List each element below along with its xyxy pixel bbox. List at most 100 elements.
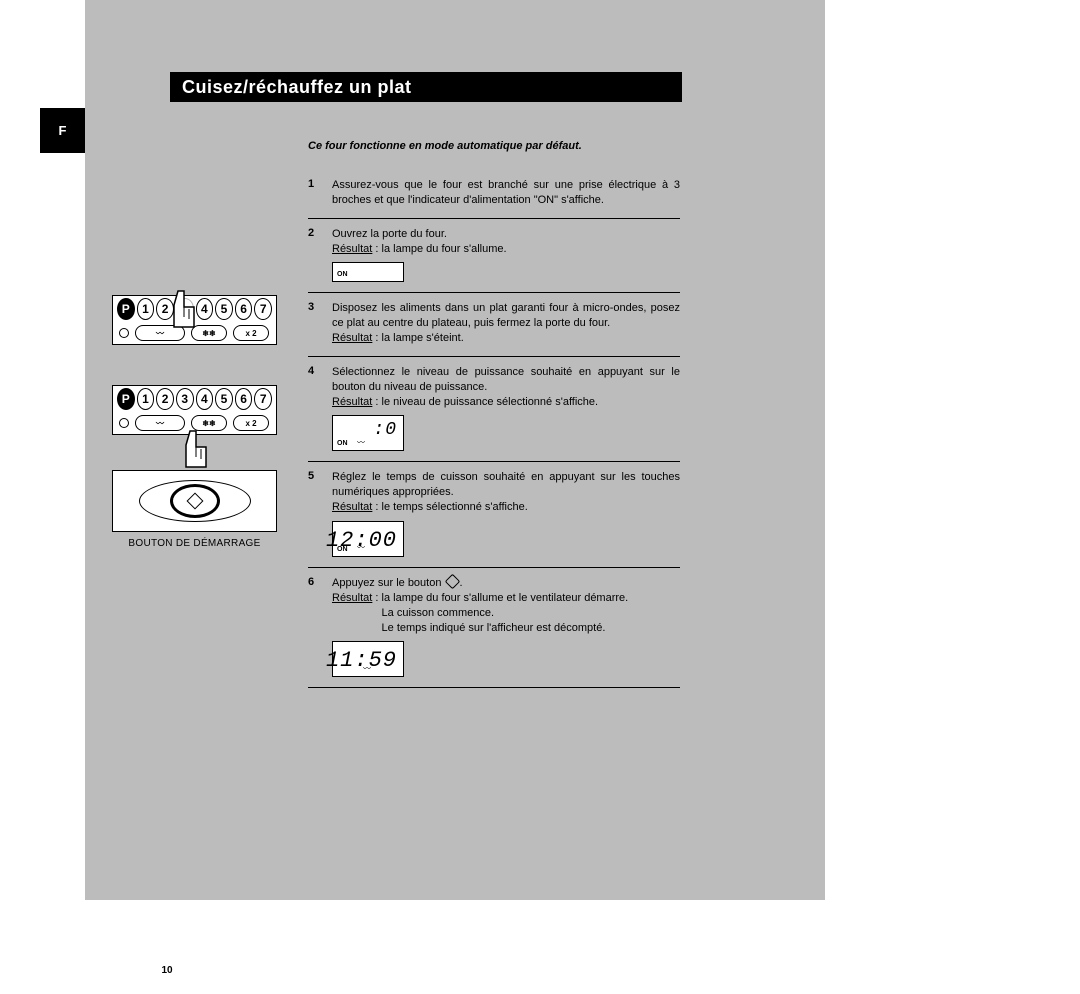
keypad-key: 6 (235, 298, 253, 320)
language-tab: F (40, 108, 85, 153)
keypad-illustration-1: P 1 2 4 5 6 7 〰 ❄❄ x 2 (112, 295, 277, 345)
defrost-pill: ❄❄ (191, 415, 227, 431)
keypad-row: P 1 2 3 4 5 6 7 (113, 386, 276, 412)
step-row: 6 Appuyez sur le bouton . Résultat : la … (308, 567, 680, 688)
keypad-key: 6 (235, 388, 253, 410)
step-text: Disposez les aliments dans un plat garan… (332, 302, 680, 329)
keypad-key: 5 (215, 298, 233, 320)
step-body: Réglez le temps de cuisson souhaité en a… (332, 470, 680, 557)
step-number: 2 (308, 227, 332, 283)
section-title: Cuisez/réchauffez un plat (182, 77, 412, 98)
key-label: 4 (201, 392, 208, 406)
key-label: 4 (201, 302, 208, 316)
oven-display-on: ON (332, 262, 404, 282)
step-row: 2 Ouvrez la porte du four. Résultat : la… (308, 218, 680, 293)
start-button-illustration: BOUTON DE DÉMARRAGE (112, 470, 277, 549)
indicator-dot (119, 418, 129, 428)
steps-list: 1 Assurez-vous que le four est branché s… (308, 170, 680, 688)
language-tab-label: F (59, 123, 67, 138)
result-text: la lampe du four s'allume. (382, 243, 507, 255)
result-line: la lampe du four s'allume et le ventilat… (382, 592, 629, 604)
keypad-subrow: 〰 ❄❄ x 2 (113, 322, 276, 344)
keypad-key: 7 (254, 388, 272, 410)
snow-icon: ❄❄ (202, 419, 215, 428)
keypad-key (176, 298, 194, 320)
result-text: le niveau de puissance sélectionné s'aff… (382, 396, 599, 408)
result-label: Résultat (332, 396, 372, 408)
result-text: la lampe s'éteint. (382, 332, 464, 344)
key-label: 2 (162, 302, 169, 316)
step-text-prefix: Appuyez sur le bouton (332, 577, 445, 589)
step-text: Assurez-vous que le four est branché sur… (332, 179, 680, 206)
step-text: Sélectionnez le niveau de puissance souh… (332, 366, 680, 393)
oven-display: 12:00 ON 〰 (332, 521, 404, 557)
step-text-suffix: . (460, 577, 463, 589)
keypad-key: 3 (176, 388, 194, 410)
key-label: 6 (240, 302, 247, 316)
step-row: 5 Réglez le temps de cuisson souhaité en… (308, 461, 680, 567)
start-button-panel (112, 470, 277, 532)
step-number: 1 (308, 178, 332, 208)
step-row: 1 Assurez-vous que le four est branché s… (308, 170, 680, 218)
key-label: 1 (142, 302, 149, 316)
start-button-inner (170, 484, 220, 518)
keypad-key: 2 (156, 298, 174, 320)
keypad-key: 1 (137, 298, 155, 320)
step-row: 4 Sélectionnez le niveau de puissance so… (308, 356, 680, 462)
keypad-row: P 1 2 4 5 6 7 (113, 296, 276, 322)
display-on-label: ON (337, 439, 348, 448)
key-label: P (122, 392, 130, 406)
result-label: Résultat (332, 501, 372, 513)
fan-icon: 〰 (357, 543, 365, 554)
step-text: Réglez le temps de cuisson souhaité en a… (332, 471, 680, 498)
x2-pill: x 2 (233, 415, 269, 431)
indicator-dot (119, 328, 129, 338)
key-label: 1 (142, 392, 149, 406)
power-pill: 〰 (135, 325, 185, 341)
waves-icon: 〰 (156, 328, 164, 339)
display-digits: 11:59 (326, 646, 397, 676)
start-symbol-icon (186, 493, 203, 510)
step-body: Assurez-vous que le four est branché sur… (332, 178, 680, 208)
key-label: 7 (260, 392, 267, 406)
display-on-label: ON (337, 270, 348, 279)
section-title-bar: Cuisez/réchauffez un plat (170, 72, 682, 102)
pill-label: x 2 (245, 419, 256, 428)
start-button-outline (139, 480, 251, 522)
waves-icon: 〰 (156, 418, 164, 429)
keypad-key-P: P (117, 298, 135, 320)
page-canvas: F Cuisez/réchauffez un plat Ce four fonc… (0, 0, 1080, 969)
x2-pill: x 2 (233, 325, 269, 341)
keypad-key-P: P (117, 388, 135, 410)
pill-label: x 2 (245, 329, 256, 338)
oven-display: :0 ON 〰 (332, 415, 404, 451)
result-line: La cuisson commence. (382, 607, 495, 619)
defrost-pill: ❄❄ (191, 325, 227, 341)
key-label: 2 (162, 392, 169, 406)
start-symbol-icon (444, 574, 460, 590)
step-body: Disposez les aliments dans un plat garan… (332, 301, 680, 346)
display-digits: :0 (373, 418, 397, 442)
intro-text: Ce four fonctionne en mode automatique p… (308, 140, 678, 152)
step-body: Sélectionnez le niveau de puissance souh… (332, 365, 680, 452)
keypad-key: 5 (215, 388, 233, 410)
key-label: 6 (240, 392, 247, 406)
keypad-subrow: 〰 ❄❄ x 2 (113, 412, 276, 434)
page-number: 10 (147, 965, 187, 976)
oven-display: 11:59 〰 (332, 641, 404, 677)
keypad-illustration-2: P 1 2 3 4 5 6 7 〰 ❄❄ x 2 (112, 385, 277, 435)
start-button-caption: BOUTON DE DÉMARRAGE (112, 538, 277, 549)
step-number: 4 (308, 365, 332, 452)
result-label: Résultat (332, 243, 372, 255)
key-label: P (122, 302, 130, 316)
keypad-key: 7 (254, 298, 272, 320)
keypad-panel: P 1 2 4 5 6 7 〰 ❄❄ x 2 (112, 295, 277, 345)
result-line: Le temps indiqué sur l'afficheur est déc… (382, 622, 606, 634)
result-label: Résultat (332, 592, 372, 604)
result-label: Résultat (332, 332, 372, 344)
power-pill: 〰 (135, 415, 185, 431)
fan-icon: 〰 (363, 664, 371, 675)
keypad-key: 1 (137, 388, 155, 410)
step-body: Ouvrez la porte du four. Résultat : la l… (332, 227, 680, 283)
keypad-key: 4 (196, 298, 214, 320)
